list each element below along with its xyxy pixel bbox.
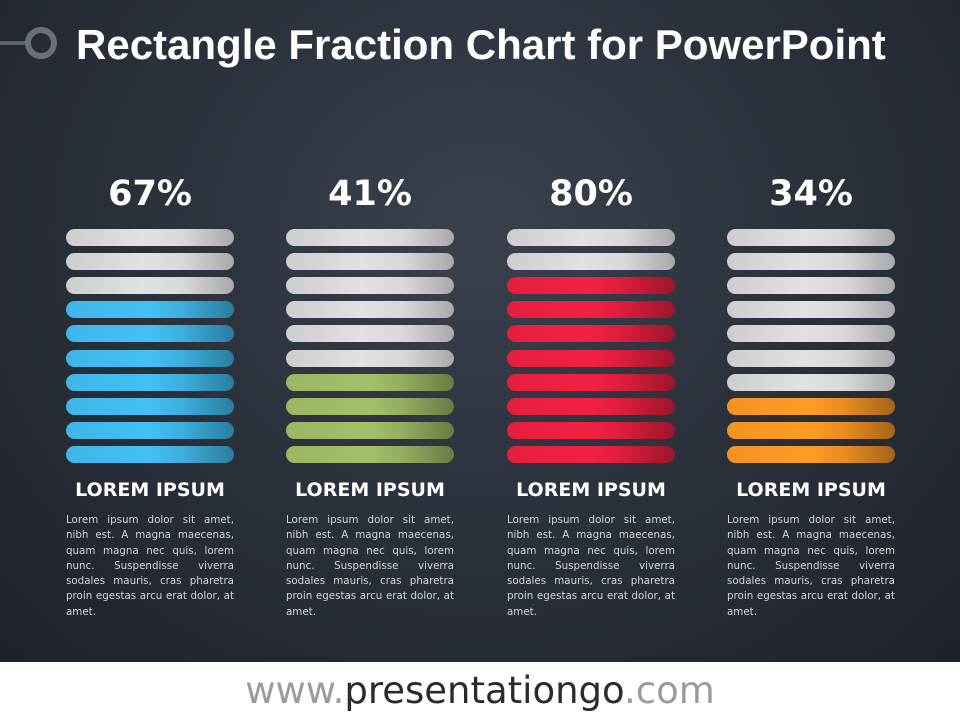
filled-segment	[66, 421, 234, 439]
column-body-text: Lorem ipsum dolor sit amet, nibh est. A …	[66, 514, 234, 618]
filled-segment	[507, 421, 675, 439]
filled-segment	[507, 301, 675, 319]
filled-segment	[727, 421, 895, 439]
empty-segment	[507, 253, 675, 271]
column-heading: LOREM IPSUM	[295, 479, 445, 501]
filled-segment	[66, 301, 234, 319]
empty-segment	[286, 229, 454, 246]
filled-segment	[727, 445, 895, 463]
slide: Rectangle Fraction Chart for PowerPoint …	[0, 0, 960, 662]
slide-title: Rectangle Fraction Chart for PowerPoint	[76, 21, 886, 68]
percentage-label: 41%	[328, 174, 412, 214]
filled-segment	[286, 397, 454, 415]
percentage-label: 80%	[549, 174, 633, 214]
fraction-bar-stack	[727, 229, 895, 463]
filled-segment	[66, 349, 234, 367]
percentage-label: 67%	[108, 174, 192, 214]
empty-segment	[66, 253, 234, 271]
empty-segment	[727, 301, 895, 319]
fraction-column: 67% LOREM IPSUM Lorem ipsum dolor sit am…	[66, 165, 234, 620]
footer-url[interactable]: www.presentationgo.com	[0, 662, 960, 720]
empty-segment	[286, 301, 454, 319]
footer-url-suffix: .com	[624, 669, 715, 712]
fraction-column: 80% LOREM IPSUM Lorem ipsum dolor sit am…	[507, 165, 675, 620]
fraction-column: 34% LOREM IPSUM Lorem ipsum dolor sit am…	[727, 165, 895, 620]
fraction-column: 41% LOREM IPSUM Lorem ipsum dolor sit am…	[286, 165, 454, 620]
column-body-text: Lorem ipsum dolor sit amet, nibh est. A …	[727, 514, 895, 618]
fraction-bar-stack	[286, 229, 454, 463]
filled-segment	[66, 397, 234, 415]
empty-segment	[727, 229, 895, 246]
empty-segment	[286, 253, 454, 271]
empty-segment	[727, 253, 895, 271]
filled-segment	[507, 445, 675, 463]
empty-segment	[727, 373, 895, 391]
filled-segment	[66, 373, 234, 391]
column-heading: LOREM IPSUM	[736, 479, 886, 501]
empty-segment	[727, 277, 895, 295]
fraction-bar-stack	[66, 229, 234, 463]
percentage-label: 34%	[769, 174, 853, 214]
column-body-text: Lorem ipsum dolor sit amet, nibh est. A …	[507, 514, 675, 618]
filled-segment	[286, 445, 454, 463]
filled-segment	[727, 397, 895, 415]
filled-segment	[286, 373, 454, 391]
circle-ornament-icon	[0, 27, 57, 59]
filled-segment	[507, 349, 675, 367]
empty-segment	[286, 349, 454, 367]
column-body-text: Lorem ipsum dolor sit amet, nibh est. A …	[286, 514, 454, 618]
empty-segment	[286, 325, 454, 343]
filled-segment	[507, 397, 675, 415]
filled-segment	[286, 421, 454, 439]
fraction-bar-stack	[507, 229, 675, 463]
filled-segment	[66, 445, 234, 463]
empty-segment	[66, 229, 234, 246]
filled-segment	[507, 277, 675, 295]
filled-segment	[507, 325, 675, 343]
filled-segment	[507, 373, 675, 391]
empty-segment	[507, 229, 675, 246]
footer-url-prefix: www.	[245, 669, 345, 712]
footer-url-main: presentationgo	[344, 669, 625, 712]
empty-segment	[727, 325, 895, 343]
empty-segment	[727, 349, 895, 367]
empty-segment	[66, 277, 234, 295]
column-heading: LOREM IPSUM	[75, 479, 225, 501]
column-heading: LOREM IPSUM	[516, 479, 666, 501]
filled-segment	[66, 325, 234, 343]
empty-segment	[286, 277, 454, 295]
